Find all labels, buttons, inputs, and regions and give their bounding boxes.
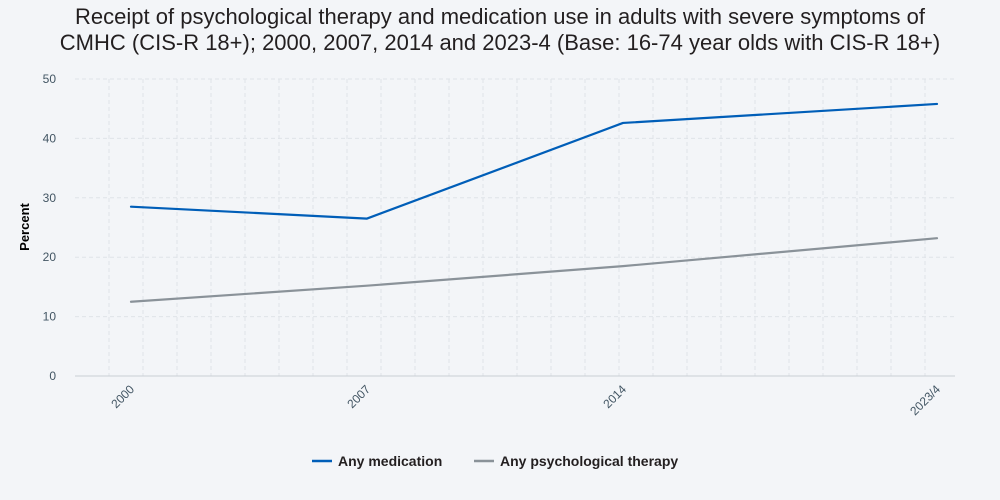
chart-title-line-1: Receipt of psychological therapy and med… bbox=[75, 4, 926, 29]
chart-title-line-2: CMHC (CIS-R 18+); 2000, 2007, 2014 and 2… bbox=[60, 30, 940, 55]
series-line-1 bbox=[129, 102, 939, 220]
y-tick-label: 30 bbox=[43, 191, 57, 205]
x-tick-label: 2014 bbox=[600, 382, 629, 411]
grid bbox=[75, 78, 955, 376]
legend-label-2: Any psychological therapy bbox=[500, 453, 678, 469]
y-tick-label: 40 bbox=[43, 131, 57, 145]
y-tick-label: 20 bbox=[43, 250, 57, 264]
x-tick-label: 2000 bbox=[108, 382, 137, 411]
x-tick-label: 2007 bbox=[344, 382, 373, 411]
legend-label-1: Any medication bbox=[338, 453, 442, 469]
series bbox=[129, 102, 939, 303]
y-tick-label: 50 bbox=[43, 72, 57, 86]
legend: Any medication Any psychological therapy bbox=[312, 453, 678, 469]
x-tick-label: 2023/4 bbox=[907, 382, 943, 418]
axes: 0 10 20 30 40 50 2000 2007 2014 2023/4 bbox=[43, 72, 955, 418]
series-line-2 bbox=[129, 237, 939, 303]
y-tick-label: 0 bbox=[49, 369, 56, 383]
y-tick-label: 10 bbox=[43, 310, 57, 324]
y-axis-label: Percent bbox=[17, 202, 32, 250]
